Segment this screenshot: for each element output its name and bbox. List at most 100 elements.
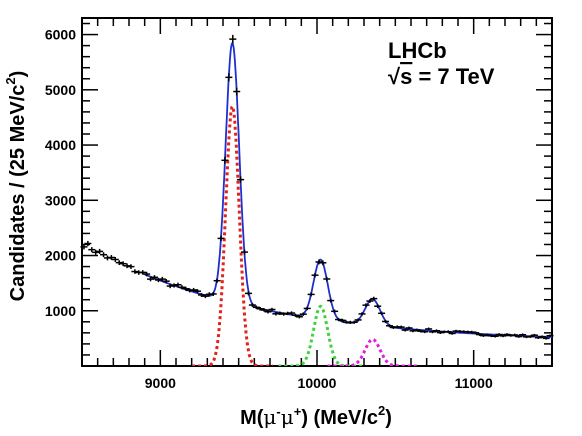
- data-point: [225, 73, 233, 82]
- data-point: [154, 277, 162, 283]
- experiment-label: LHCb: [388, 38, 447, 63]
- y-tick-label: 4000: [45, 137, 76, 153]
- data-point: [237, 176, 245, 183]
- data-point: [88, 247, 96, 253]
- data-point: [374, 304, 382, 309]
- x-title-minus: -: [276, 404, 280, 419]
- data-point: [119, 261, 127, 267]
- data-point: [147, 276, 155, 282]
- data-point: [491, 334, 499, 338]
- data-point: [362, 303, 370, 307]
- data-point: [260, 308, 268, 312]
- data-point: [425, 327, 433, 331]
- data-point: [252, 305, 260, 310]
- data-point: [538, 335, 546, 338]
- y-title-part-2: ): [7, 71, 29, 78]
- data-point: [311, 272, 319, 278]
- data-point: [472, 331, 480, 335]
- data-point: [519, 333, 527, 337]
- data-point: [150, 275, 158, 280]
- data-point: [256, 307, 264, 311]
- data-point: [331, 309, 339, 314]
- data-point: [444, 330, 452, 334]
- data-point: [241, 249, 249, 255]
- x-tick-label: 9000: [145, 375, 176, 391]
- data-point: [182, 286, 190, 291]
- y-tick-label: 3000: [45, 192, 76, 208]
- data-point: [268, 307, 276, 312]
- data-point: [111, 257, 119, 262]
- data-point: [526, 335, 534, 338]
- axes: 9000 10000 11000 1000 2000 3000 4000 5000 6000: [45, 17, 553, 391]
- data-point: [295, 315, 303, 319]
- data-point: [229, 34, 237, 44]
- data-point: [303, 306, 311, 311]
- data-point: [248, 303, 256, 307]
- data-point: [366, 299, 374, 303]
- data-point: [201, 294, 209, 299]
- data-point: [213, 278, 221, 283]
- data-point: [217, 235, 225, 242]
- data-point: [546, 334, 554, 338]
- data-point: [421, 330, 429, 334]
- data-point: [92, 249, 100, 255]
- x-title-mu-2: μ: [281, 405, 294, 429]
- data-point: [338, 318, 346, 322]
- data-point: [397, 325, 405, 329]
- data-point: [354, 318, 362, 322]
- data-point: [80, 244, 88, 250]
- data-point: [84, 240, 92, 247]
- data-point: [315, 259, 323, 265]
- x-title-sup-2: 2: [378, 403, 385, 418]
- data-point: [264, 310, 272, 314]
- data-point: [143, 271, 151, 277]
- data-point: [244, 291, 252, 296]
- data-point: [233, 87, 241, 96]
- data-point: [448, 332, 456, 335]
- y-title-sup-2: 2: [3, 77, 18, 84]
- signal-curve-1: [192, 104, 273, 366]
- data-point: [401, 328, 409, 332]
- data-point: [358, 312, 366, 316]
- data-point: [127, 264, 135, 269]
- data-point: [335, 317, 343, 322]
- data-point: [495, 333, 503, 336]
- data-points: [80, 34, 554, 340]
- energy-value: = 7 TeV: [412, 64, 494, 89]
- data-point: [276, 311, 284, 315]
- signal-curve-2: [278, 304, 363, 366]
- sqrt-symbol: √: [388, 64, 401, 89]
- data-point: [530, 333, 538, 337]
- data-point: [350, 320, 358, 324]
- data-point: [370, 296, 378, 301]
- data-point: [436, 331, 444, 334]
- y-axis-title: Candidates / (25 MeV/c2): [3, 71, 29, 302]
- data-point: [409, 329, 417, 333]
- data-point: [382, 319, 390, 324]
- x-axis-title: M(μ-μ+) (MeV/c2): [240, 403, 392, 429]
- x-tick-label: 10000: [298, 375, 337, 391]
- data-point: [174, 282, 182, 287]
- data-point: [499, 334, 507, 338]
- data-point: [221, 156, 229, 164]
- data-point: [100, 252, 108, 258]
- data-point: [107, 255, 115, 260]
- energy-variable: s: [400, 64, 412, 89]
- data-point: [178, 285, 186, 290]
- data-point: [288, 311, 296, 315]
- data-point: [162, 278, 170, 284]
- data-point: [194, 289, 202, 294]
- data-point: [197, 292, 205, 297]
- data-point: [139, 270, 147, 275]
- data-point: [291, 313, 299, 317]
- data-point: [209, 291, 217, 296]
- data-point: [123, 263, 131, 269]
- data-point: [190, 287, 198, 293]
- y-tick-label: 1000: [45, 303, 76, 319]
- data-point: [299, 312, 307, 316]
- data-point: [307, 292, 315, 297]
- x-title-plus: +: [294, 404, 302, 419]
- data-point: [534, 336, 542, 339]
- fit-curves: [144, 41, 552, 366]
